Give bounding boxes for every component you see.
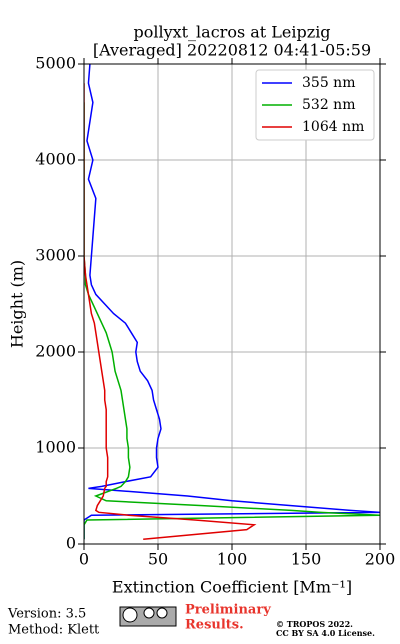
cc-logo xyxy=(119,606,177,627)
legend-label: 1064 nm xyxy=(302,119,364,135)
chart-title: pollyxt_lacros at Leipzig xyxy=(133,23,330,42)
license: CC BY SA 4.0 License. xyxy=(276,628,375,638)
y-tick-label: 4000 xyxy=(35,150,76,169)
preliminary: Preliminary xyxy=(185,603,271,618)
method: Method: Klett xyxy=(8,623,100,638)
x-tick-label: 50 xyxy=(148,550,168,569)
profile-line xyxy=(84,102,380,540)
legend xyxy=(255,69,375,141)
plot-frame xyxy=(83,63,381,545)
x-tick-label: 200 xyxy=(365,550,396,569)
legend-label: 355 nm xyxy=(302,75,355,91)
y-axis-label: Height (m) xyxy=(8,260,27,348)
profile-line xyxy=(84,83,257,540)
x-tick-label: 0 xyxy=(79,550,89,569)
x-tick-label: 150 xyxy=(291,550,322,569)
x-tick-label: 100 xyxy=(217,550,248,569)
chart-subtitle: [Averaged] 20220812 04:41-05:59 xyxy=(93,41,371,60)
y-tick-label: 0 xyxy=(66,534,76,553)
legend-label: 532 nm xyxy=(302,97,355,113)
y-tick-label: 2000 xyxy=(35,342,76,361)
y-tick-label: 3000 xyxy=(35,246,76,265)
y-tick-label: 1000 xyxy=(35,438,76,457)
copyright: © TROPOS 2022. xyxy=(276,619,353,629)
profile-line xyxy=(84,64,380,540)
x-axis-label: Extinction Coefficient [Mm⁻¹] xyxy=(112,578,352,597)
preliminary: Results. xyxy=(185,618,244,633)
version: Version: 3.5 xyxy=(7,607,86,622)
plot-area xyxy=(84,64,380,540)
y-tick-label: 5000 xyxy=(35,54,76,73)
